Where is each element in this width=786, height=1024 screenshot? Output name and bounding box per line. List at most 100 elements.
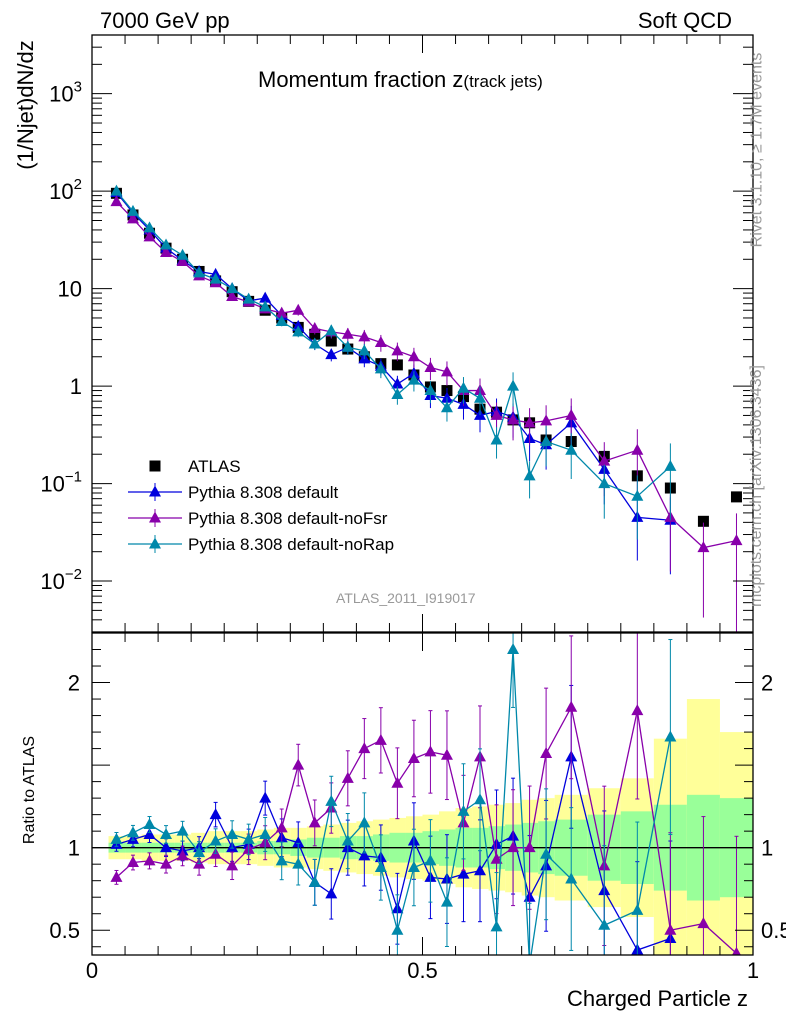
- main-point: [226, 282, 239, 294]
- main-point: [308, 321, 321, 333]
- main-point: [341, 327, 354, 339]
- main-point: [540, 414, 553, 426]
- main-point: [457, 381, 470, 393]
- main-point: [507, 413, 520, 425]
- y-tick-exponent: 3: [74, 79, 82, 96]
- main-point: [325, 335, 337, 347]
- main-point: [440, 365, 453, 377]
- main-point: [292, 303, 305, 315]
- main-point: [110, 195, 123, 207]
- main-point: [523, 469, 536, 481]
- main-point: [374, 336, 387, 348]
- ratio-point: [126, 826, 139, 838]
- y-tick-base: 10: [49, 82, 73, 107]
- ratio-point: [358, 849, 371, 861]
- main-point: [143, 230, 156, 242]
- legend-label: Pythia 8.308 default: [188, 483, 339, 502]
- main-series-2: [110, 195, 743, 632]
- y-tick-exponent: −2: [65, 566, 82, 583]
- main-point: [325, 348, 338, 360]
- ratio-point: [565, 872, 578, 884]
- ratio-point: [143, 818, 156, 830]
- main-point: [325, 324, 338, 336]
- ratio-point: [732, 946, 741, 955]
- ratio-point: [308, 875, 321, 887]
- ratio-point: [440, 895, 453, 907]
- chart-title-sub: (track jets): [463, 72, 543, 91]
- ratio-y-axis-label: Ratio to ATLAS: [21, 735, 39, 845]
- ratio-series-2: [110, 633, 677, 955]
- chart-title-main: Momentum fraction z: [258, 67, 464, 92]
- main-point: [664, 459, 677, 471]
- main-series-3: [110, 184, 677, 540]
- process-label: Soft QCD: [637, 8, 732, 33]
- main-point: [242, 292, 255, 304]
- main-y-tick-label: 102: [49, 176, 82, 204]
- chart-title: Momentum fraction z(track jets): [258, 67, 543, 93]
- ratio-point: [631, 903, 644, 915]
- main-series-layer: [110, 184, 743, 632]
- main-point: [631, 489, 644, 501]
- main-point: [598, 454, 611, 466]
- ratio-point: [565, 700, 578, 712]
- ratio-point: [457, 804, 470, 816]
- main-point: [160, 245, 173, 257]
- main-point: [523, 416, 536, 428]
- main-point: [565, 408, 578, 420]
- legend-label: Pythia 8.308 default-noFsr: [188, 509, 388, 528]
- legend-marker: [149, 537, 161, 549]
- ratio-point: [523, 841, 536, 853]
- main-point: [292, 319, 305, 331]
- ratio-point: [226, 827, 239, 839]
- ratio-point: [407, 860, 420, 872]
- legend-item: Pythia 8.308 default-noFsr: [128, 509, 388, 528]
- ratio-point: [242, 832, 255, 844]
- main-point: [275, 306, 288, 318]
- y-tick-base: 10: [40, 472, 64, 497]
- x-tick-label: 1: [747, 958, 759, 983]
- y-tick-exponent: −1: [65, 469, 82, 486]
- main-point: [730, 491, 742, 503]
- main-point: [126, 204, 139, 216]
- ratio-point: [325, 887, 338, 899]
- main-point: [540, 435, 553, 447]
- main-point: [490, 408, 503, 420]
- main-y-tick-label: 10: [58, 277, 82, 302]
- main-point: [358, 330, 371, 342]
- ratio-point: [507, 643, 520, 655]
- y-tick-base: 10: [58, 277, 82, 302]
- y-tick-base: 10: [49, 179, 73, 204]
- ratio-point: [308, 816, 321, 828]
- ratio-point: [275, 854, 288, 866]
- main-point: [160, 238, 173, 250]
- x-tick-label: 0: [86, 958, 98, 983]
- ratio-point: [457, 867, 470, 879]
- main-series-line: [115, 190, 671, 498]
- main-point: [440, 391, 453, 403]
- main-point: [391, 344, 404, 356]
- main-point: [259, 300, 272, 312]
- y-tick-base: 10: [40, 569, 64, 594]
- main-y-axis-label: (1/Njet)dN/dz: [12, 40, 38, 170]
- ratio-point: [126, 856, 139, 868]
- main-point: [126, 212, 139, 224]
- axis-ticks: [91, 34, 754, 955]
- ratio-point: [292, 758, 305, 770]
- ratio-point: [474, 864, 487, 876]
- main-point: [275, 314, 288, 326]
- main-point: [358, 344, 371, 356]
- legend-marker: [149, 460, 161, 472]
- ratio-y-tick-label-right: 2: [761, 671, 773, 696]
- main-point: [440, 401, 453, 413]
- ratio-point: [341, 834, 354, 846]
- ratio-point: [110, 870, 123, 882]
- ratio-point: [325, 794, 338, 806]
- main-y-tick-label: 10−1: [40, 469, 82, 497]
- ratio-point: [507, 841, 520, 853]
- legend-item: ATLAS: [149, 457, 241, 476]
- main-point: [143, 221, 156, 233]
- ratio-point: [474, 793, 487, 805]
- ratio-point: [292, 857, 305, 869]
